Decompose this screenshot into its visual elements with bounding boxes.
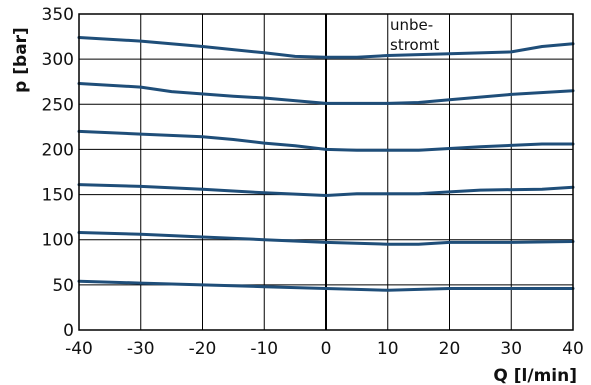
series-line-6 bbox=[77, 279, 575, 292]
x-tick-label: 20 bbox=[439, 339, 461, 359]
x-tick-label: 30 bbox=[500, 339, 522, 359]
x-tick-label: -10 bbox=[250, 339, 278, 359]
annotation-line2: stromt bbox=[390, 36, 439, 54]
y-tick-label: 350 bbox=[42, 5, 74, 25]
annotation-line1: unbe- bbox=[390, 16, 433, 34]
x-tick-label: 10 bbox=[377, 339, 399, 359]
series-line-3 bbox=[77, 129, 575, 152]
x-tick-label: 0 bbox=[321, 339, 332, 359]
series-line-5 bbox=[77, 231, 575, 246]
y-tick-labels: 0 50 100 150 200 250 300 350 bbox=[42, 5, 74, 341]
x-tick-label: -30 bbox=[127, 339, 155, 359]
y-tick-label: 0 bbox=[63, 321, 74, 341]
series-line-2 bbox=[77, 82, 575, 105]
series-line-4 bbox=[77, 183, 575, 197]
y-axis-title: p [bar] bbox=[11, 27, 31, 93]
y-tick-label: 200 bbox=[42, 140, 74, 160]
y-tick-label: 50 bbox=[52, 276, 74, 296]
y-tick-label: 100 bbox=[42, 231, 74, 251]
y-tick-label: 150 bbox=[42, 186, 74, 206]
y-tick-label: 300 bbox=[42, 50, 74, 70]
x-tick-label: -40 bbox=[65, 339, 93, 359]
x-axis-title: Q [l/min] bbox=[493, 366, 577, 385]
x-tick-label: -20 bbox=[189, 339, 217, 359]
series-line-1 bbox=[77, 36, 575, 59]
x-tick-labels: -40 -30 -20 -10 0 10 20 30 40 bbox=[65, 339, 584, 359]
x-tick-label: 40 bbox=[562, 339, 584, 359]
y-tick-label: 250 bbox=[42, 95, 74, 115]
plot-frame bbox=[78, 13, 574, 331]
series-layer bbox=[77, 36, 575, 292]
